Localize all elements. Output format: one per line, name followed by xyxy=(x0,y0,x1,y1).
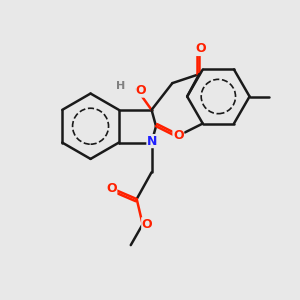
Text: O: O xyxy=(142,218,152,231)
Text: O: O xyxy=(195,42,206,56)
Text: N: N xyxy=(147,135,157,148)
Text: O: O xyxy=(106,182,117,195)
Text: H: H xyxy=(116,81,125,91)
Text: O: O xyxy=(136,84,146,97)
Text: O: O xyxy=(173,129,184,142)
